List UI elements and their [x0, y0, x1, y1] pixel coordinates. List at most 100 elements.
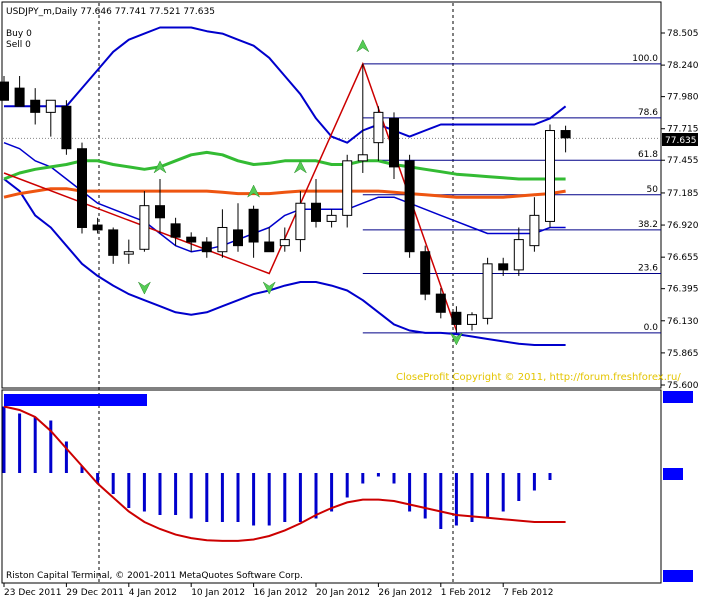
candle	[108, 227, 119, 264]
candle	[61, 100, 72, 155]
candle-body	[560, 130, 571, 139]
x-tick-label: 23 Dec 2011	[4, 588, 62, 598]
candle-body	[248, 208, 259, 243]
candles	[0, 63, 571, 333]
candle-body	[30, 99, 41, 113]
x-tick-label: 26 Jan 2012	[378, 588, 432, 598]
candle-body	[311, 202, 321, 222]
candle	[513, 227, 524, 276]
candle	[467, 312, 477, 331]
candle	[389, 112, 399, 180]
candle	[139, 191, 150, 252]
footer-text: Riston Capital Terminal, © 2001-2011 Met…	[6, 571, 303, 581]
candle	[311, 179, 321, 228]
indicator-label-top-box	[663, 391, 693, 403]
price-axis: 78.505 78.240 77.980 77.715 77.455 77.185 76.9…	[661, 29, 699, 391]
arrow-up-marker	[293, 160, 308, 174]
arrow-down-marker	[449, 332, 464, 346]
candle	[498, 257, 509, 276]
arrow-up-marker	[153, 160, 167, 174]
candle-body	[498, 263, 509, 271]
fibo-label: 61.8	[638, 150, 658, 160]
candle-body	[170, 223, 181, 238]
candle-body	[342, 160, 353, 216]
fibo-label: 0.0	[644, 323, 659, 333]
arrow-up-marker	[246, 184, 261, 198]
candle	[30, 88, 41, 125]
candle	[451, 306, 462, 333]
x-tick-label: 16 Jan 2012	[254, 588, 308, 598]
candle-body	[295, 202, 306, 241]
fibo-label: 100.0	[632, 54, 658, 64]
indicator-signal	[3, 405, 566, 542]
y-tick-label: 76.130	[667, 317, 699, 327]
band-lower-line	[3, 178, 566, 346]
fibo-label: 50	[647, 185, 659, 195]
candle-body	[467, 314, 477, 325]
candle-body	[139, 205, 150, 250]
y-tick-label: 76.395	[667, 285, 699, 295]
y-tick-label: 77.455	[667, 156, 699, 166]
y-tick-label: 77.715	[667, 125, 699, 135]
candle-body	[92, 224, 103, 231]
candle	[373, 106, 384, 161]
x-tick-label: 10 Jan 2012	[191, 588, 245, 598]
candle-body	[201, 241, 212, 253]
sell-count: Sell 0	[6, 40, 31, 50]
candle-body	[108, 229, 119, 256]
candle	[248, 205, 259, 258]
candle-body	[545, 130, 555, 222]
candle	[529, 197, 540, 252]
y-tick-label: 77.185	[667, 189, 699, 199]
y-tick-label: 77.980	[667, 93, 699, 103]
symbol-header: USDJPY_m,Daily 77.646 77.741 77.521 77.6…	[6, 7, 215, 17]
candle-body	[451, 311, 462, 325]
candle	[123, 239, 134, 264]
candle	[326, 209, 337, 228]
candle-body	[326, 214, 337, 222]
x-tick-label: 20 Jan 2012	[316, 588, 370, 598]
y-tick-label: 76.655	[667, 253, 699, 263]
arrow-down-marker	[137, 281, 152, 295]
y-tick-label: 75.600	[667, 381, 699, 391]
x-tick-label: 29 Dec 2011	[66, 588, 124, 598]
x-tick-label: 4 Jan 2012	[129, 588, 177, 598]
signal-arrows	[137, 39, 464, 346]
candle-body	[14, 87, 25, 107]
moving-averages	[3, 150, 566, 199]
indicator-label-bottom-box	[663, 570, 693, 582]
candle	[357, 63, 368, 173]
fibonacci-levels: 100.0 78.6 61.8 50 38.2 23.6 0.0	[3, 54, 661, 334]
ma-slow-line	[3, 187, 566, 199]
candle	[279, 227, 290, 252]
candle-body	[482, 263, 493, 319]
candle-body	[279, 239, 290, 247]
candle	[264, 227, 275, 253]
candle	[45, 99, 56, 137]
candle-body	[513, 239, 524, 271]
arrow-down-marker	[262, 281, 276, 295]
indicator-label-mid-box	[663, 468, 683, 480]
candle	[404, 154, 415, 258]
candle-body	[217, 226, 228, 253]
candle-body	[373, 111, 384, 144]
candle	[560, 125, 571, 153]
signal-line	[3, 405, 566, 542]
candle-body	[264, 241, 275, 253]
candle	[92, 217, 103, 234]
candle	[545, 124, 555, 228]
current-price-box	[662, 133, 698, 146]
y-tick-label: 75.865	[667, 349, 699, 359]
x-tick-label: 1 Feb 2012	[441, 588, 491, 598]
candle-body	[357, 154, 368, 162]
buy-count: Buy 0	[6, 29, 32, 39]
candle	[77, 142, 87, 234]
bollinger-bands	[3, 26, 567, 346]
y-tick-label: 78.505	[667, 29, 699, 39]
fibo-label: 38.2	[638, 220, 658, 230]
candle-body	[155, 205, 165, 219]
candle-body	[404, 160, 415, 253]
candle	[155, 179, 165, 234]
fibo-label: 78.6	[638, 108, 658, 118]
candle	[0, 76, 9, 101]
